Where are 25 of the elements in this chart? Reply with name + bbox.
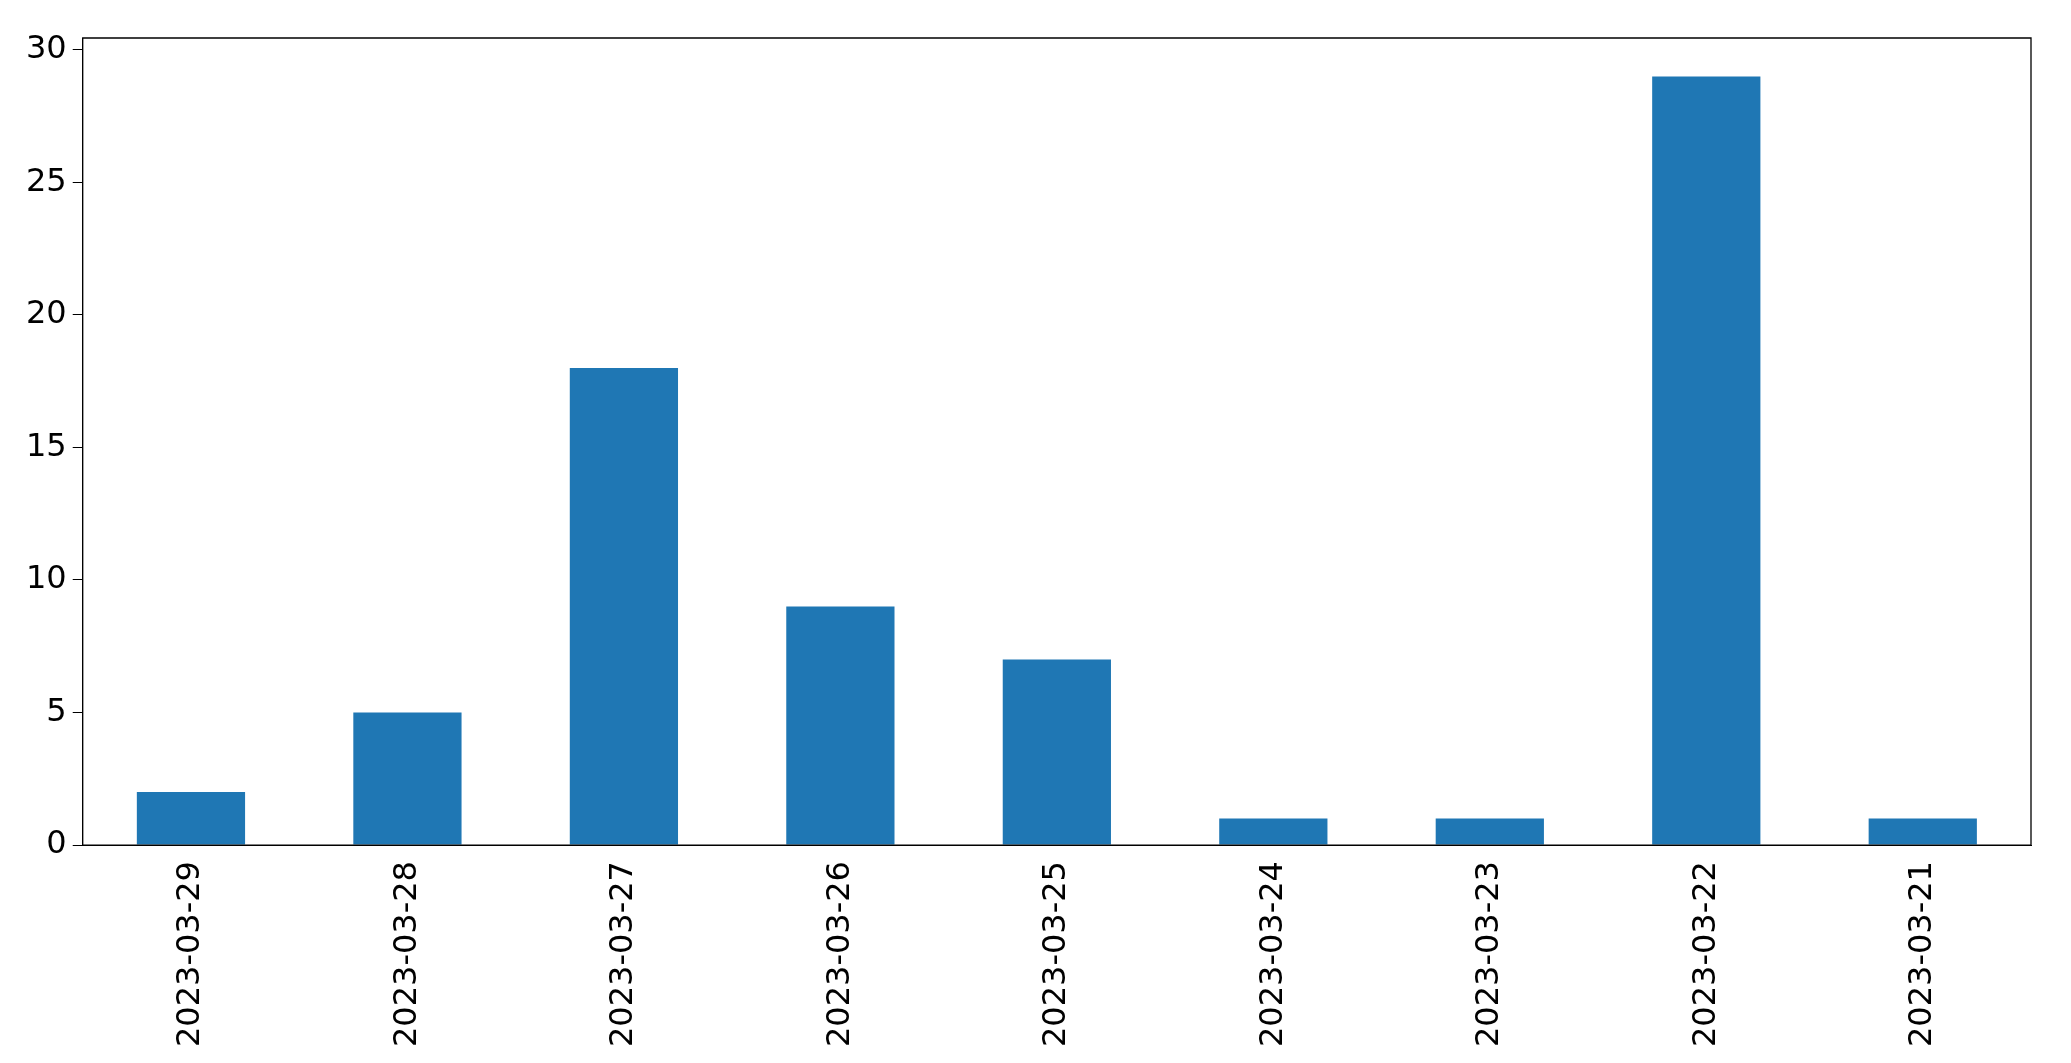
x-tick-label: 2023-03-25 bbox=[1035, 861, 1074, 1047]
y-tick-label: 10 bbox=[26, 558, 67, 597]
bar bbox=[1868, 818, 1977, 845]
bar bbox=[353, 712, 462, 845]
y-tick-label: 5 bbox=[46, 690, 67, 729]
bar bbox=[786, 606, 895, 845]
x-tick-label: 2023-03-27 bbox=[602, 861, 641, 1047]
x-tick-label: 2023-03-24 bbox=[1251, 861, 1290, 1047]
x-tick-label: 2023-03-28 bbox=[385, 861, 424, 1047]
bar bbox=[569, 367, 679, 845]
bar bbox=[1435, 818, 1544, 845]
bar bbox=[1219, 818, 1328, 845]
bar bbox=[136, 792, 246, 845]
x-tick-label: 2023-03-22 bbox=[1684, 861, 1723, 1047]
x-tick-label: 2023-03-26 bbox=[818, 861, 857, 1047]
x-tick-label: 2023-03-23 bbox=[1468, 861, 1507, 1047]
y-tick-label: 25 bbox=[26, 160, 67, 199]
y-tick-label: 15 bbox=[26, 425, 67, 464]
bar bbox=[1652, 76, 1761, 845]
y-tick-label: 30 bbox=[26, 28, 67, 67]
y-tick-label: 0 bbox=[46, 823, 67, 862]
x-tick-label: 2023-03-29 bbox=[169, 861, 208, 1047]
bar bbox=[1002, 659, 1111, 845]
y-tick-label: 20 bbox=[26, 293, 67, 332]
x-tick-label: 2023-03-21 bbox=[1901, 861, 1940, 1047]
